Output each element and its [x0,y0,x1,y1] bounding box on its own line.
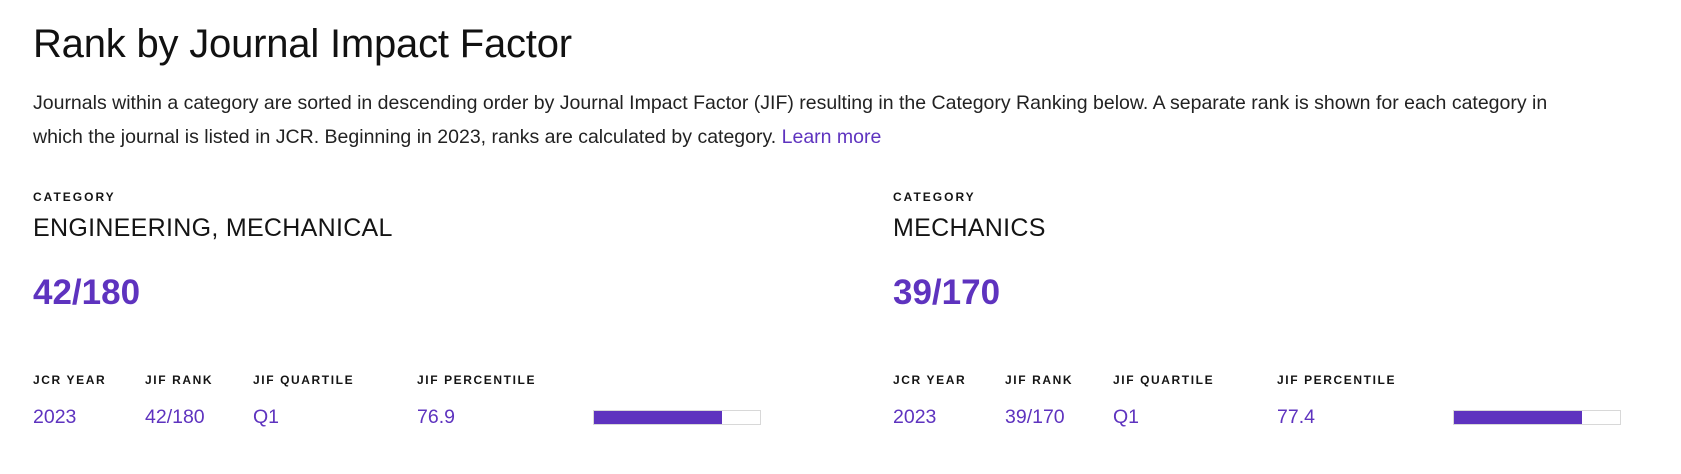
header-jif-rank: JIF RANK [145,373,214,387]
category-name: ENGINEERING, MECHANICAL [33,214,393,242]
rank-table: JCR YEAR JIF RANK JIF QUARTILE JIF PERCE… [893,372,1641,430]
jif-percentile-value: 77.4 [1277,406,1315,428]
category-panel-engineering-mechanical: CATEGORY ENGINEERING, MECHANICAL 42/180 … [33,190,893,430]
category-panels: CATEGORY ENGINEERING, MECHANICAL 42/180 … [33,190,1641,430]
table-row: 2023 39/170 Q1 77.4 [893,404,1641,430]
table-row: 2023 42/180 Q1 76.9 [33,404,893,430]
category-name: MECHANICS [893,214,1046,242]
jif-rank-value: 39/170 [1005,406,1065,428]
section-description: Journals within a category are sorted in… [33,86,1548,154]
jcr-year-value: 2023 [893,406,937,428]
table-header-row: JCR YEAR JIF RANK JIF QUARTILE JIF PERCE… [893,372,1641,388]
category-panel-mechanics: CATEGORY MECHANICS 39/170 JCR YEAR JIF R… [893,190,1641,430]
learn-more-link[interactable]: Learn more [781,126,882,148]
jif-percentile-value: 76.9 [417,406,455,428]
category-label: CATEGORY [893,190,976,204]
header-jif-quartile: JIF QUARTILE [253,373,355,387]
header-jcr-year: JCR YEAR [33,373,107,387]
percentile-bar [1453,409,1621,425]
category-label: CATEGORY [33,190,116,204]
page-title: Rank by Journal Impact Factor [33,22,572,66]
rank-table: JCR YEAR JIF RANK JIF QUARTILE JIF PERCE… [33,372,893,430]
header-jif-quartile: JIF QUARTILE [1113,373,1215,387]
header-jif-percentile: JIF PERCENTILE [417,373,537,387]
header-jcr-year: JCR YEAR [893,373,967,387]
header-jif-rank: JIF RANK [1005,373,1074,387]
jcr-year-value: 2023 [33,406,77,428]
category-rank: 42/180 [33,273,141,312]
table-header-row: JCR YEAR JIF RANK JIF QUARTILE JIF PERCE… [33,372,893,388]
percentile-bar [593,409,761,425]
category-rank: 39/170 [893,273,1001,312]
percentile-bar-fill [594,410,722,424]
header-jif-percentile: JIF PERCENTILE [1277,373,1397,387]
description-text: Journals within a category are sorted in… [33,92,1548,148]
percentile-bar-fill [1454,410,1583,424]
jif-quartile-value: Q1 [1113,406,1140,428]
jif-quartile-value: Q1 [253,406,280,428]
jif-rank-value: 42/180 [145,406,205,428]
